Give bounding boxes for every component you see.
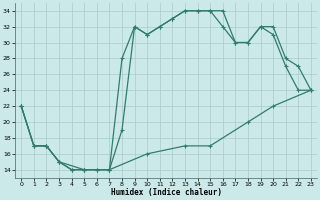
X-axis label: Humidex (Indice chaleur): Humidex (Indice chaleur): [111, 188, 221, 197]
